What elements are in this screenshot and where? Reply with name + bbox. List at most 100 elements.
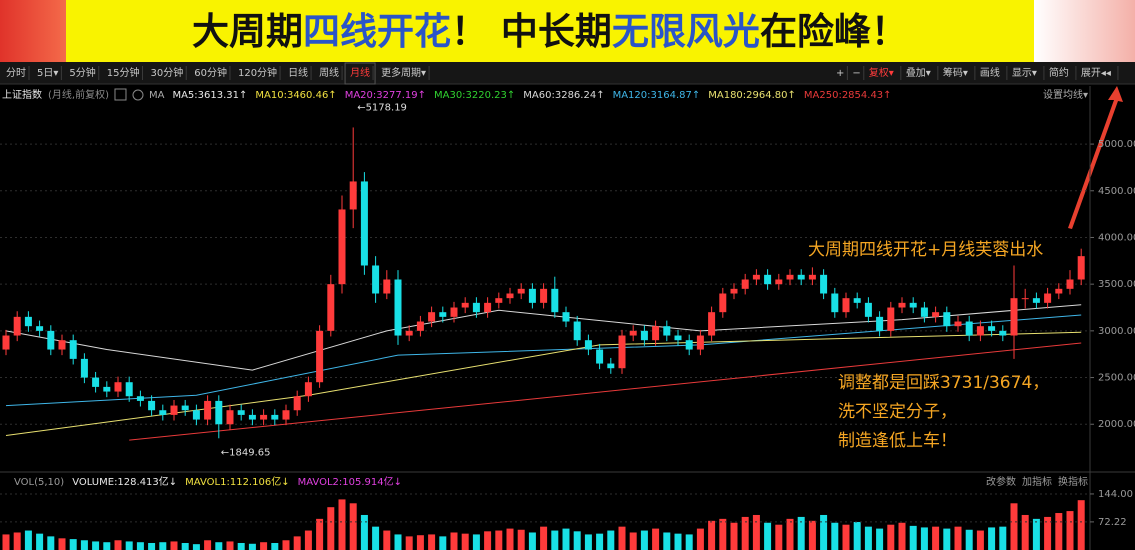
- indicator-action[interactable]: 加指标: [1022, 475, 1052, 488]
- candle-body: [696, 335, 704, 350]
- tool-button[interactable]: 复权▾: [869, 66, 894, 79]
- candle-body: [293, 396, 301, 411]
- candle-body: [349, 181, 357, 210]
- ma-legend: MA180:2964.80↑: [708, 90, 796, 101]
- red-arrow: [1068, 86, 1123, 229]
- candle-body: [1077, 256, 1085, 280]
- volume-bar: [1066, 511, 1074, 550]
- candle-body: [304, 382, 312, 397]
- volume-bar: [820, 514, 828, 550]
- candle-body: [461, 302, 469, 308]
- volume-bar: [596, 533, 604, 550]
- candle-body: [741, 279, 749, 289]
- period-tab[interactable]: 5分钟: [69, 66, 95, 79]
- tool-button[interactable]: 简约: [1049, 66, 1069, 79]
- volume-bar: [1021, 514, 1029, 550]
- max-label: ←5178.19: [357, 102, 407, 113]
- volume-bar: [954, 526, 962, 550]
- volume-bar: [909, 525, 917, 550]
- candle-body: [999, 330, 1007, 336]
- period-tab[interactable]: 15分钟: [107, 66, 140, 79]
- candle-body: [685, 340, 693, 350]
- candle-body: [136, 396, 144, 401]
- candle-body: [976, 326, 984, 336]
- banner-segment: 在险峰！: [760, 10, 908, 53]
- period-tab[interactable]: 月线: [350, 66, 370, 79]
- volume-bar: [1077, 500, 1085, 550]
- volume-bar: [607, 530, 615, 550]
- tool-button[interactable]: −: [852, 68, 860, 79]
- volume-bar: [405, 536, 413, 550]
- volume-bar: [1032, 518, 1040, 550]
- candle-body: [80, 358, 88, 378]
- candle-body: [876, 316, 884, 331]
- candle-body: [24, 316, 32, 327]
- period-tab[interactable]: 5日▾: [37, 68, 58, 79]
- volume-bar: [226, 541, 234, 550]
- candle-body: [853, 298, 861, 303]
- y-tick-label: 72.22: [1098, 517, 1127, 528]
- annotation: 制造逢低上车！: [838, 431, 957, 451]
- period-tab[interactable]: 日线: [288, 66, 308, 79]
- candle-body: [360, 181, 368, 266]
- candle-body: [898, 302, 906, 308]
- y-tick-label: 4500.00: [1098, 186, 1135, 197]
- volume-bar: [114, 540, 122, 550]
- candle-body: [562, 312, 570, 322]
- candle-body: [808, 274, 816, 280]
- tool-button[interactable]: 叠加▾: [906, 67, 931, 79]
- ma-settings[interactable]: 设置均线▾: [1043, 88, 1088, 101]
- candle-body: [618, 335, 626, 369]
- volume-bar: [47, 536, 55, 550]
- volume-bar: [629, 532, 637, 550]
- tool-button[interactable]: 显示▾: [1012, 67, 1037, 79]
- candle-body: [596, 349, 604, 364]
- candle-body: [663, 326, 671, 336]
- period-tab[interactable]: 120分钟: [238, 66, 277, 79]
- volume-bar: [170, 541, 178, 550]
- banner-segment: 四线开花: [303, 10, 451, 53]
- candle-body: [484, 302, 492, 313]
- candle-body: [775, 279, 783, 285]
- tool-button[interactable]: 展开◂◂: [1081, 67, 1111, 79]
- tool-button[interactable]: +: [836, 68, 844, 79]
- annotation: 洗不坚定分子，: [838, 402, 957, 422]
- volume-bar: [260, 542, 268, 550]
- banner-title: 大周期四线开花！ 中长期无限风光在险峰！: [192, 10, 908, 53]
- volume-bar: [831, 522, 839, 550]
- candle-body: [416, 321, 424, 331]
- candle-body: [965, 321, 973, 336]
- indicator-action[interactable]: 改参数: [986, 475, 1016, 488]
- indicator-action[interactable]: 换指标: [1058, 475, 1088, 488]
- tool-button[interactable]: 画线: [980, 66, 1000, 79]
- volume-bar: [775, 524, 783, 550]
- period-tab[interactable]: 周线: [319, 66, 339, 79]
- tool-button[interactable]: 筹码▾: [943, 66, 968, 79]
- volume-bar: [349, 503, 357, 550]
- annotation: 大周期四线开花+月线芙蓉出水: [808, 240, 1043, 260]
- volume-bar: [876, 528, 884, 550]
- banner-segment: 无限风光: [612, 10, 760, 53]
- banner-left: [0, 0, 66, 62]
- candle-body: [752, 274, 760, 280]
- volume-header: VOLUME:128.413亿↓: [72, 475, 177, 488]
- volume-bar: [461, 533, 469, 550]
- candle-body: [69, 340, 77, 359]
- y-tick-label: 3000.00: [1098, 326, 1135, 337]
- volume-bar: [741, 516, 749, 550]
- y-tick-label: 144.00: [1098, 489, 1133, 500]
- banner-segment: ！ 中长期: [451, 10, 612, 53]
- volume-bar: [540, 526, 548, 550]
- candle-body: [450, 307, 458, 317]
- period-tab[interactable]: 更多周期▾: [381, 66, 426, 79]
- period-tab[interactable]: 分时: [6, 67, 26, 79]
- volume-bar: [965, 529, 973, 550]
- volume-bar: [394, 534, 402, 550]
- candle-body: [517, 288, 525, 294]
- period-tab[interactable]: 30分钟: [151, 66, 184, 79]
- candle-body: [181, 405, 189, 411]
- banner-box: [66, 0, 1034, 62]
- period-tab[interactable]: 60分钟: [194, 66, 227, 79]
- candle-body: [148, 400, 156, 411]
- volume-bar: [316, 518, 324, 550]
